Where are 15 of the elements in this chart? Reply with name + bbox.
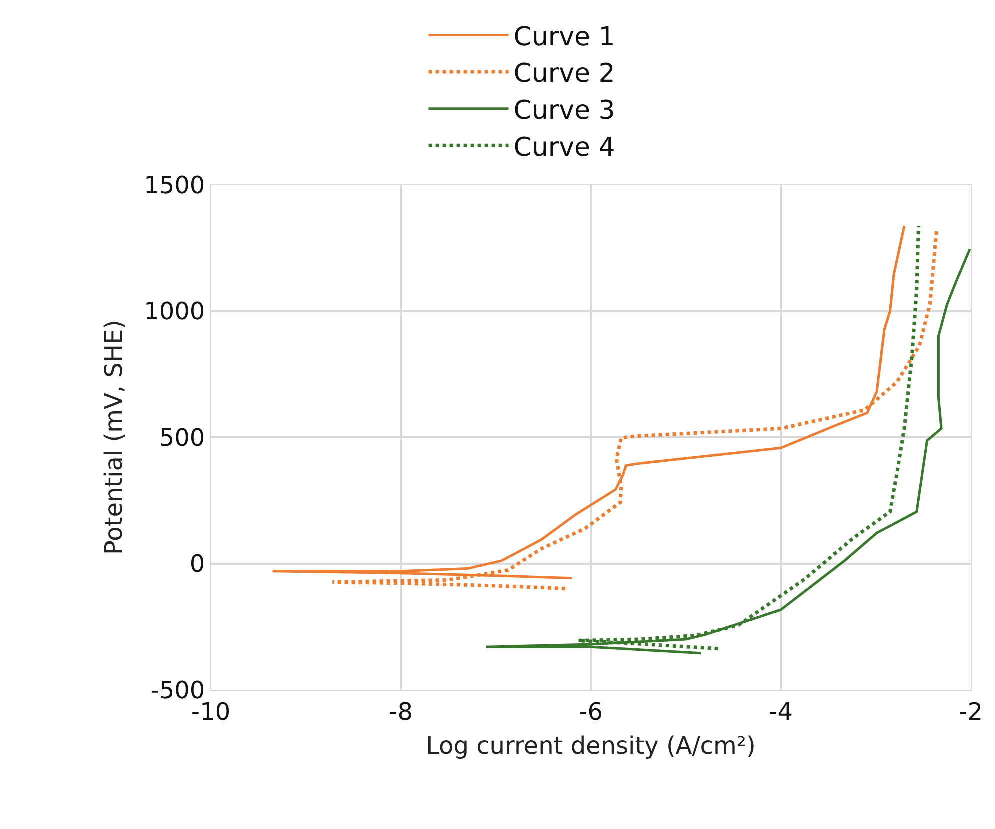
x-axis-title: Log current density (A/cm²) — [426, 732, 756, 760]
x-tick-label: -8 — [389, 698, 413, 726]
y-tick-label: 0 — [190, 550, 206, 578]
y-tick-label: 1500 — [144, 171, 206, 200]
legend-label: Curve 4 — [514, 132, 616, 163]
legend-label: Curve 1 — [514, 22, 616, 52]
y-axis-title: Potential (mV, SHE) — [100, 320, 128, 555]
legend-label: Curve 2 — [514, 59, 616, 90]
x-tick-label: -4 — [769, 698, 793, 726]
y-tick-label: 1000 — [144, 298, 206, 326]
legend-label: Curve 3 — [514, 96, 616, 126]
y-tick-label: 500 — [159, 424, 206, 452]
x-tick-label: -10 — [191, 698, 231, 726]
x-tick-label: -2 — [959, 698, 983, 726]
x-tick-label: -6 — [579, 698, 603, 726]
